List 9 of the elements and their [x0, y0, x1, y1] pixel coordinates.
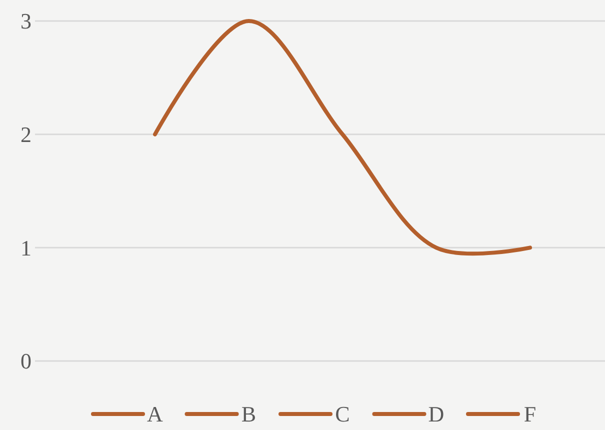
- x-tick-label: F: [524, 402, 536, 427]
- y-tick-label: 3: [20, 8, 32, 34]
- x-tick-label: C: [335, 402, 350, 427]
- x-tick-label: B: [241, 402, 256, 427]
- x-tick-label: A: [147, 402, 164, 427]
- x-tick-label: D: [428, 402, 444, 427]
- y-tick-label: 1: [20, 235, 32, 260]
- y-tick-label: 0: [20, 348, 32, 374]
- y-tick-label: 2: [20, 122, 32, 148]
